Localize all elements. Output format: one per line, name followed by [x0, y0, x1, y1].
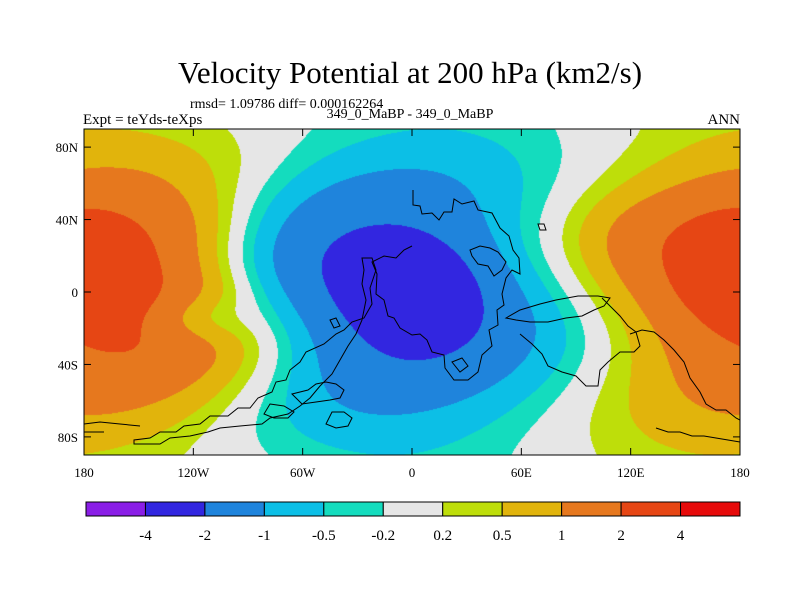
coastline-arabia: [504, 295, 611, 323]
colorbar-label: 1: [558, 528, 566, 544]
stats-label: rmsd= 1.09786 diff= 0.000162264: [190, 97, 383, 112]
coastline-red-sea: [537, 223, 547, 231]
colorbar-swatch: [204, 501, 265, 517]
colorbar-label: -4: [139, 528, 152, 544]
coastline-africa: [371, 190, 521, 381]
right-label: ANN: [708, 112, 741, 128]
y-tick-label: 0: [72, 285, 79, 300]
center-label: 349_0_MaBP - 349_0_MaBP: [327, 107, 494, 122]
coastline-south-america: [133, 257, 377, 445]
colorbar-swatch: [442, 501, 503, 517]
axis-ticks: [83, 129, 741, 455]
y-tick-label: 40N: [56, 213, 79, 228]
colorbar-label: 0.2: [433, 528, 452, 544]
colorbar-label: -2: [199, 528, 212, 544]
colorbar-swatch: [561, 501, 622, 517]
coastline-islands: [263, 317, 469, 429]
colorbar-swatch: [382, 501, 444, 517]
left-label: Expt = teYds-teXps: [83, 112, 202, 128]
colorbar-swatch: [85, 501, 146, 517]
y-tick-label: 80S: [58, 430, 78, 445]
x-tick-label: 60W: [290, 465, 316, 480]
y-tick-label: 40S: [58, 357, 78, 372]
colorbar-swatch: [263, 501, 325, 517]
x-tick-label: 60E: [511, 465, 532, 480]
coastline-south-asia: [519, 297, 641, 387]
colorbar-swatch: [620, 501, 682, 517]
velocity-potential-field: [84, 129, 740, 455]
chart-title: Velocity Potential at 200 hPa (km2/s): [178, 55, 642, 90]
coastline-antarctic-west: [84, 421, 141, 433]
x-tick-label: 120W: [177, 465, 210, 480]
colorbar-label: 0.5: [493, 528, 512, 544]
x-tick-label: 180: [74, 465, 94, 480]
colorbar-label: -0.5: [312, 528, 336, 544]
colorbar-label: -0.2: [371, 528, 395, 544]
colorbar: [85, 501, 741, 517]
coastline-australia: [629, 329, 740, 421]
colorbar-swatch: [323, 501, 384, 517]
y-tick-label: 80N: [56, 140, 79, 155]
x-tick-label: 0: [409, 465, 416, 480]
colorbar-label: -1: [258, 528, 271, 544]
x-tick-label: 180: [730, 465, 750, 480]
coastlines: [84, 190, 740, 445]
coastline-antarctic-east: [655, 427, 740, 443]
colorbar-label: 2: [617, 528, 625, 544]
colorbar-swatch: [501, 501, 563, 517]
colorbar-labels: -4 -2 -1 -0.5 -0.2 0.2 0.5 1 2 4: [139, 528, 685, 544]
x-axis-labels: 180 120W 60W 0 60E 120E 180: [74, 465, 750, 480]
colorbar-swatch: [680, 501, 741, 517]
y-axis-labels: 80N 40N 0 40S 80S: [56, 140, 79, 445]
colorbar-swatch: [144, 501, 206, 517]
colorbar-label: 4: [677, 528, 685, 544]
x-tick-label: 120E: [617, 465, 645, 480]
coastline-europe: [469, 245, 507, 277]
